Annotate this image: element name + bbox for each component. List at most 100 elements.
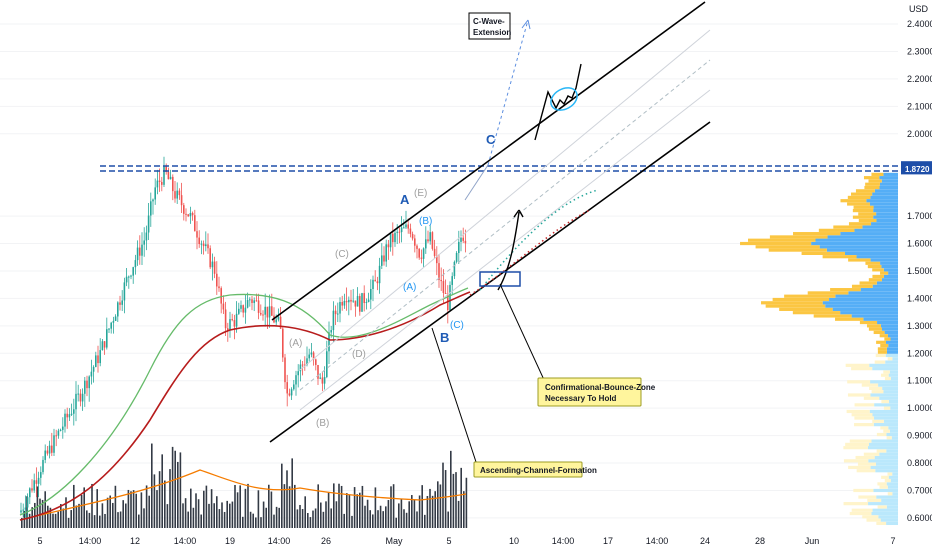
- profile-sell-36: [854, 403, 875, 407]
- candle-body-42: [112, 320, 115, 323]
- profile-sell-19: [843, 459, 869, 463]
- volume-bar-116: [322, 511, 325, 528]
- time-tick-4: 19: [225, 536, 235, 546]
- volume-bar-128: [353, 487, 356, 528]
- candle-body-123: [290, 389, 293, 396]
- volume-bar-62: [182, 503, 184, 528]
- volume-bar-106: [296, 509, 299, 528]
- wave-path-line: [464, 164, 489, 201]
- candle-body-50: [130, 275, 132, 277]
- profile-buy-104: [881, 179, 898, 183]
- channel-callout-box: [473, 461, 583, 478]
- price-tick-14: 0.8000: [907, 458, 932, 468]
- candle-body-134: [315, 359, 317, 365]
- volume-bar-81: [231, 501, 234, 528]
- candle-body-133: [312, 352, 315, 360]
- candle-body-163: [378, 265, 381, 284]
- candle-body-45: [119, 302, 121, 305]
- volume-bar-23: [80, 494, 83, 528]
- profile-sell-1: [866, 518, 881, 522]
- candle-body-56: [143, 240, 145, 245]
- profile-buy-73: [876, 281, 898, 285]
- volume-bar-22: [78, 503, 80, 528]
- profile-sell-8: [858, 495, 877, 499]
- profile-buy-58: [884, 330, 898, 335]
- bounce-zone-box: [479, 271, 521, 287]
- time-axis[interactable]: 5 14:00 12 14:00 19 14:00 26 May 5 10 14:00 17 14:00…: [37, 536, 895, 546]
- profile-buy-68: [829, 297, 898, 302]
- volume-bar-98: [275, 506, 278, 528]
- volume-bar-170: [463, 491, 465, 528]
- volume-bar-122: [338, 483, 340, 528]
- volume-bar-36: [114, 485, 117, 528]
- candle-body-190: [438, 263, 440, 280]
- candle-body-183: [422, 248, 425, 259]
- volume-bar-59: [174, 450, 176, 528]
- profile-buy-23: [867, 446, 898, 450]
- profile-sell-62: [835, 317, 864, 321]
- c-wave-extension-arrow: [487, 19, 529, 166]
- profile-buy-92: [876, 218, 898, 223]
- time-tick-10: 14:00: [552, 536, 575, 546]
- candle-body-172: [398, 231, 401, 233]
- profile-sell-56: [884, 337, 891, 341]
- price-tick-0: 2.4000: [907, 19, 932, 29]
- volume-bar-141: [387, 500, 390, 528]
- candle-body-201: [462, 237, 464, 241]
- candle-body-118: [279, 316, 282, 329]
- profile-sell-69: [784, 294, 836, 298]
- candle-body-144: [337, 313, 339, 315]
- candle-body-185: [427, 239, 429, 242]
- volume-bar-82: [234, 484, 236, 528]
- candle-body-166: [385, 244, 387, 262]
- volume-bar-163: [444, 470, 447, 528]
- candle-body-104: [249, 299, 251, 301]
- price-axis[interactable]: 2.4000 2.3000 2.2000 2.1000 2.0000 1.7000 1.60…: [901, 19, 932, 523]
- profile-buy-103: [879, 182, 898, 186]
- volume-bar-31: [101, 503, 104, 528]
- volume-bar-166: [452, 473, 455, 528]
- candle-body-52: [134, 260, 137, 268]
- volume-bar-168: [457, 500, 460, 528]
- volume-bar-145: [398, 503, 400, 528]
- candle-body-82: [200, 243, 203, 245]
- time-tick-11: 17: [603, 536, 613, 546]
- volume-bar-13: [54, 513, 57, 528]
- profile-buy-6: [868, 502, 898, 506]
- volume-bar-38: [119, 511, 122, 528]
- candle-body-30: [86, 380, 88, 389]
- volume-bar-40: [125, 503, 127, 528]
- volume-bar-35: [112, 502, 114, 528]
- candle-body-2: [24, 507, 27, 510]
- profile-buy-21: [879, 452, 898, 456]
- profile-sell-91: [848, 222, 872, 226]
- price-tick-10: 1.2000: [907, 348, 932, 358]
- profile-sell-80: [848, 258, 871, 262]
- time-tick-1: 14:00: [79, 536, 102, 546]
- candle-body-158: [367, 299, 370, 302]
- candle-body-32: [90, 371, 93, 377]
- candle-body-60: [152, 199, 154, 202]
- volume-bar-37: [117, 512, 119, 528]
- profile-buy-79: [880, 261, 898, 265]
- grid: [0, 23, 898, 519]
- profile-buy-54: [888, 343, 898, 348]
- profile-sell-20: [855, 455, 875, 460]
- candle-body-23: [70, 413, 73, 415]
- candle-body-4: [29, 488, 31, 498]
- volume-bar-97: [273, 514, 275, 528]
- candle-body-87: [211, 261, 214, 268]
- volume-bar-114: [317, 484, 319, 528]
- profile-sell-68: [772, 297, 830, 302]
- profile-buy-88: [840, 232, 898, 236]
- candle-body-109: [260, 312, 262, 315]
- candle-body-37: [101, 341, 104, 351]
- profile-sell-16: [856, 469, 876, 473]
- candle-body-46: [121, 300, 123, 305]
- breakout-ellipse: [550, 87, 578, 111]
- candle-body-198: [455, 253, 458, 262]
- profile-buy-94: [876, 212, 898, 216]
- volume-bar-149: [408, 501, 410, 528]
- profile-buy-13: [890, 479, 898, 483]
